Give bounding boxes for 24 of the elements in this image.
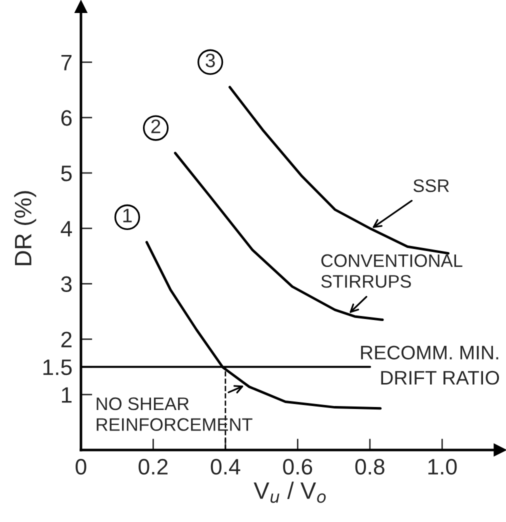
x-tick-label: 0.2 [138, 458, 168, 475]
x-tick-label: 1.0 [428, 458, 457, 475]
y-tick-label: 4 [60, 221, 72, 236]
x-tick-label: 0.6 [283, 458, 312, 475]
x-axis-title: V$_{u}$ / V$_{o}$ [254, 482, 326, 503]
y-tick-label: 7 [61, 54, 72, 70]
line-series [228, 86, 450, 255]
annotation: NO SHEAR REINFORCEMENT [96, 397, 252, 431]
y-tick-label: 3 [61, 276, 72, 292]
series-label: 3 [206, 54, 215, 68]
x-tick-label: 0.8 [355, 458, 384, 475]
x-tick-label: 0 [76, 458, 86, 475]
y-tick-label: 2 [61, 332, 72, 348]
series-label: 2 [151, 119, 160, 134]
ref-line-label: RECOMM. MIN. DRIFT RATIO [361, 346, 499, 385]
y-tick-label: 6 [61, 110, 72, 126]
annotation: SSR [413, 179, 449, 192]
y-tick-label: 5 [61, 166, 72, 182]
y-axis-title: DR (%) [14, 191, 36, 266]
y-tick-label: 1 [62, 387, 72, 403]
annotation: CONVENTIONAL STIRRUPS [321, 254, 462, 288]
x-tick-label: 0.4 [210, 458, 240, 475]
series-label: 1 [123, 208, 132, 222]
y-tick-label: 1.5 [43, 360, 72, 376]
